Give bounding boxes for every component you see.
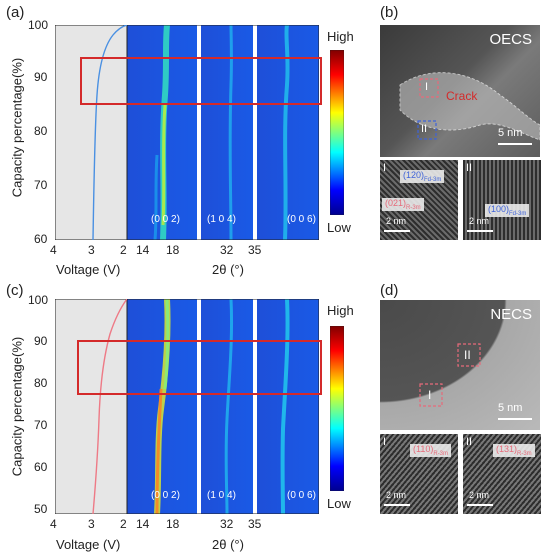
panel-c-2theta-title: 2θ (°) <box>212 537 244 552</box>
panel-c-colorbar-low: Low <box>327 496 351 511</box>
panel-c-ytick: 60 <box>34 460 48 474</box>
panel-a-vtick: 3 <box>88 243 95 257</box>
panel-d-region-2: II <box>464 348 471 362</box>
panel-b-crack-label: Crack <box>446 89 478 103</box>
panel-c-voltage-curve <box>92 299 127 514</box>
panel-d-inset-1-index-1: (110)R-3m <box>410 444 452 457</box>
panel-d-inset-1-scale-text: 2 nm <box>386 490 407 500</box>
panel-c-voltage-title: Voltage (V) <box>56 537 121 552</box>
panel-c-xrd-heatmap <box>127 299 319 514</box>
panel-a-2theta-tick: 14 <box>136 243 150 257</box>
panel-d-inset-1-region: I <box>383 436 387 448</box>
panel-c-label: (c) <box>6 282 24 299</box>
panel-d-label: (d) <box>380 282 399 299</box>
panel-a-y-axis-title: Capacity percentage(%) <box>9 57 25 198</box>
panel-a-refl-006: (0 0 6) <box>287 214 316 225</box>
panel-b-scalebar <box>498 143 532 145</box>
panel-a-voltage-title: Voltage (V) <box>56 262 121 277</box>
panel-a-colorbar-low: Low <box>327 220 351 235</box>
panel-a-2theta-tick: 32 <box>220 243 234 257</box>
panel-a-vtick: 2 <box>120 243 127 257</box>
panel-a-ytick: 100 <box>28 18 49 32</box>
panel-c-2theta-tick: 18 <box>166 517 180 531</box>
panel-c-vtick: 2 <box>120 517 127 531</box>
panel-a-xrd-heatmap <box>127 25 319 240</box>
panel-b-inset-2: II (100)Fd-3m 2 nm <box>463 160 541 240</box>
panel-b-tem-image: OECS Crack I II 5 nm <box>380 25 540 157</box>
panel-a-label: (a) <box>6 4 25 21</box>
panel-c-colorbar-high: High <box>327 303 354 318</box>
panel-c-vtick: 4 <box>50 517 57 531</box>
panel-a-refl-104: (1 0 4) <box>207 214 236 225</box>
panel-b-inset-2-region: II <box>466 162 473 174</box>
panel-a-ytick: 60 <box>34 232 48 246</box>
panel-b-label: (b) <box>380 4 399 21</box>
panel-c-2theta-tick: 14 <box>136 517 150 531</box>
panel-d-inset-2-index-1: (131)R-3m <box>493 444 535 457</box>
panel-b-sample-label: OECS <box>489 31 532 48</box>
panel-c-ytick: 70 <box>34 418 48 432</box>
panel-b-inset-2-index-1: (100)Fd-3m <box>485 204 530 217</box>
panel-b-inset-1: I (120)Fd-3m (021)R-3m 2 nm <box>380 160 458 240</box>
panel-a-ytick: 80 <box>34 124 48 138</box>
panel-c-2theta-tick: 35 <box>248 517 262 531</box>
panel-c-ytick: 100 <box>28 293 49 307</box>
panel-a-highlight-box <box>80 57 322 105</box>
panel-d-scalebar <box>498 418 532 420</box>
panel-b-inset-1-index-1: (120)Fd-3m <box>400 170 445 183</box>
panel-a-ytick: 90 <box>34 70 48 84</box>
panel-d-region-1: I <box>428 388 432 402</box>
panel-a-refl-002: (0 0 2) <box>151 214 180 225</box>
panel-c-colorbar <box>330 326 344 491</box>
panel-d-sample-label: NECS <box>490 306 532 323</box>
panel-a-vtick: 4 <box>50 243 57 257</box>
panel-a-ytick: 70 <box>34 178 48 192</box>
panel-c-voltage-plot <box>55 299 127 514</box>
panel-d-inset-1-scalebar <box>384 504 410 506</box>
panel-c-highlight-box <box>77 340 322 395</box>
panel-d-scale-text: 5 nm <box>498 402 523 414</box>
panel-c-refl-006: (0 0 6) <box>287 490 316 501</box>
panel-a-2theta-title: 2θ (°) <box>212 262 244 277</box>
panel-c-refl-002: (0 0 2) <box>151 490 180 501</box>
panel-b-inset-2-scale-text: 2 nm <box>469 216 490 226</box>
panel-a-2theta-tick: 18 <box>166 243 180 257</box>
panel-d-inset-2: II (131)R-3m 2 nm <box>463 434 541 514</box>
panel-d-inset-2-scale-text: 2 nm <box>469 490 490 500</box>
panel-b-inset-1-region: I <box>383 162 387 174</box>
panel-b-inset-2-scalebar <box>467 230 493 232</box>
panel-a-colorbar-high: High <box>327 29 354 44</box>
panel-b-inset-1-index-2: (021)R-3m <box>382 198 424 211</box>
panel-c-vtick: 3 <box>88 517 95 531</box>
panel-d-inset-1: I (110)R-3m 2 nm <box>380 434 458 514</box>
panel-b-inset-1-scale-text: 2 nm <box>386 216 407 226</box>
panel-a-voltage-plot <box>55 25 127 240</box>
panel-b-region-2: II <box>421 123 428 135</box>
panel-b-inset-1-scalebar <box>384 230 410 232</box>
panel-c-y-axis-title: Capacity percentage(%) <box>9 336 25 477</box>
panel-b-scale-text: 5 nm <box>498 127 523 139</box>
panel-c-refl-104: (1 0 4) <box>207 490 236 501</box>
panel-c-ytick: 90 <box>34 334 48 348</box>
panel-c-ytick: 80 <box>34 376 48 390</box>
panel-a-voltage-curve <box>92 25 127 240</box>
panel-a-colorbar <box>330 50 344 215</box>
panel-d-inset-2-scalebar <box>467 504 493 506</box>
panel-c-ytick: 50 <box>34 502 48 516</box>
panel-b-region-1: I <box>425 81 429 93</box>
panel-d-inset-2-region: II <box>466 436 473 448</box>
panel-c-2theta-tick: 32 <box>220 517 234 531</box>
panel-d-tem-image: NECS II I 5 nm <box>380 300 540 430</box>
panel-a-2theta-tick: 35 <box>248 243 262 257</box>
